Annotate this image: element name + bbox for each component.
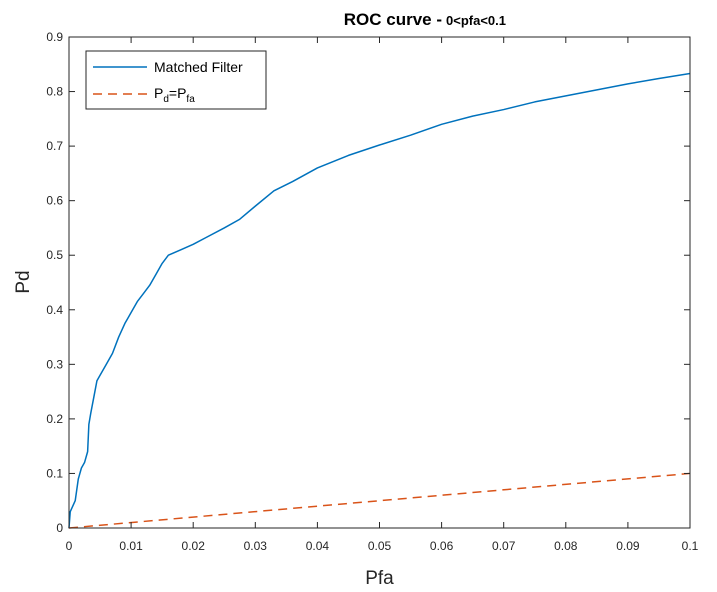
y-tick-label: 0: [56, 521, 63, 535]
x-tick-label: 0.09: [616, 539, 640, 553]
y-tick-label: 0.1: [46, 466, 63, 480]
x-axis-label: Pfa: [365, 568, 394, 589]
x-tick-label: 0.03: [244, 539, 268, 553]
y-tick-label: 0.3: [46, 357, 63, 371]
legend: Matched Filter Pd=Pfa: [85, 50, 267, 110]
chart-title-main: ROC curve -: [344, 10, 442, 29]
series-layer: [68, 72, 691, 529]
series-line-0: [68, 72, 691, 529]
y-tick-label: 0.9: [46, 30, 63, 44]
chart-title: ROC curve - 0<pfa<0.1: [344, 10, 506, 29]
y-tick-label: 0.2: [46, 412, 63, 426]
y-axis-label: Pd: [13, 270, 34, 293]
x-tick-label: 0.06: [430, 539, 454, 553]
y-tick-label: 0.7: [46, 139, 63, 153]
x-tick-label: 0.02: [182, 539, 206, 553]
x-tick-label: 0.1: [682, 539, 699, 553]
y-tick-label: 0.6: [46, 194, 63, 208]
x-tick-label: 0.08: [554, 539, 578, 553]
legend-label-matched-filter: Matched Filter: [154, 59, 243, 75]
x-tick-label: 0: [66, 539, 73, 553]
y-tick-label: 0.5: [46, 248, 63, 262]
x-tick-label: 0.04: [306, 539, 330, 553]
plot-area: [69, 37, 690, 528]
y-tick-label: 0.8: [46, 85, 63, 99]
y-axis-ticks: 0 0.1 0.2 0.3 0.4 0.5 0.6 0.7 0.8 0.9: [46, 30, 690, 535]
chart-title-range: 0<pfa<0.1: [446, 13, 506, 28]
legend-label-pd-pfa: Pd=Pfa: [154, 85, 195, 105]
x-tick-label: 0.05: [368, 539, 392, 553]
x-tick-label: 0.07: [492, 539, 516, 553]
y-tick-label: 0.4: [46, 303, 63, 317]
x-tick-label: 0.01: [119, 539, 143, 553]
legend-box: [85, 50, 267, 110]
x-axis-ticks: 0 0.01 0.02 0.03 0.04 0.05 0.06 0.07 0.08 0.09 0.1: [66, 37, 699, 553]
